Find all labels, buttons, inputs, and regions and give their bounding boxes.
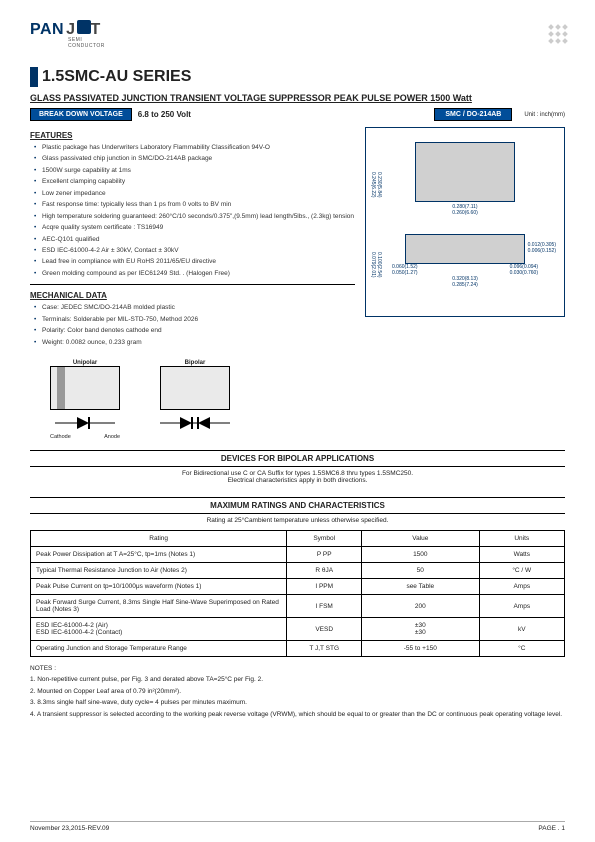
col-units: Units [479, 531, 564, 547]
logo-chip-icon [77, 20, 91, 34]
feature-item: Lead free in compliance with EU RoHS 201… [34, 258, 355, 266]
breakdown-voltage-label: BREAK DOWN VOLTAGE [30, 108, 132, 121]
feature-item: Low zener impedance [34, 190, 355, 198]
feature-item: Green molding compound as per IEC61249 S… [34, 270, 355, 278]
dim-label: 0.280(7.11)0.260(6.60) [372, 204, 558, 216]
features-list: Plastic package has Underwriters Laborat… [30, 144, 355, 278]
title-accent [30, 67, 38, 87]
col-symbol: Symbol [287, 531, 362, 547]
package-label: SMC / DO-214AB [434, 108, 512, 121]
mech-item: Polarity: Color band denotes cathode end [34, 327, 355, 335]
dim-label: 0.230(5.84)0.245(6.22) [370, 172, 382, 198]
ratings-table: Rating Symbol Value Units Peak Power Dis… [30, 530, 565, 657]
mech-item: Weight: 0.0082 ounce, 0.233 gram [34, 339, 355, 347]
table-row: Peak Forward Surge Current, 8.3ms Single… [31, 595, 565, 618]
feature-item: Glass passivated chip junction in SMC/DO… [34, 155, 355, 163]
footer-date: November 23,2015-REV.09 [30, 825, 109, 832]
notes-heading: NOTES : [30, 665, 565, 673]
col-rating: Rating [31, 531, 287, 547]
note-item: 2. Mounted on Copper Leaf area of 0.79 i… [30, 688, 565, 696]
package-top-view [415, 142, 515, 202]
feature-item: ESD IEC-61000-4-2 Air ± 30kV, Contact ± … [34, 247, 355, 255]
logo-subtitle: SEMI CONDUCTOR [68, 37, 565, 49]
unit-label: Unit : inch(mm) [524, 112, 565, 118]
ratings-heading: MAXIMUM RATINGS AND CHARACTERISTICS [30, 497, 565, 514]
bipolar-package-icon [160, 366, 230, 410]
dim-label: 0.012(0.305)0.006(0.152) [528, 242, 556, 254]
bipolar-section-heading: DEVICES FOR BIPOLAR APPLICATIONS [30, 450, 565, 467]
dim-label: 0.096(0.094)0.030(0.760) [510, 264, 538, 276]
bipolar-diagram: Bipolar [160, 360, 230, 434]
unipolar-diagram: Unipolar Cathode Anode [50, 360, 120, 440]
dim-label: 0.320(8.13)0.285(7.24) [372, 276, 558, 288]
table-row: Peak Pulse Current on tp=10/1000μs wavef… [31, 579, 565, 595]
anode-label: Anode [104, 434, 120, 440]
note-item: 3. 8.3ms single half sine-wave, duty cyc… [30, 699, 565, 707]
table-row: Peak Power Dissipation at T A=25°C, tp=1… [31, 547, 565, 563]
table-row: Operating Junction and Storage Temperatu… [31, 641, 565, 657]
footer-page: PAGE . 1 [538, 825, 565, 832]
package-drawing: 0.230(5.84)0.245(6.22) 0.280(7.11)0.260(… [365, 127, 565, 317]
feature-item: 1500W surge capability at 1ms [34, 167, 355, 175]
feature-item: Fast response time: typically less than … [34, 201, 355, 209]
feature-item: High temperature soldering guaranteed: 2… [34, 213, 355, 221]
polarity-diagrams: Unipolar Cathode Anode Bipolar [30, 360, 565, 440]
dim-label: 0.100(2.54)0.079(2.01) [370, 252, 382, 278]
voltage-row: BREAK DOWN VOLTAGE 6.8 to 250 Volt SMC /… [30, 108, 565, 121]
dim-label: 0.060(1.52)0.050(1.27) [392, 264, 418, 276]
table-row: ESD IEC-61000-4-2 (Air) ESD IEC-61000-4-… [31, 618, 565, 641]
bipolar-note: For Bidirectional use C or CA Suffix for… [30, 467, 565, 487]
note-item: 1. Non-repetitive current pulse, per Fig… [30, 676, 565, 684]
subtitle: GLASS PASSIVATED JUNCTION TRANSIENT VOLT… [30, 93, 565, 103]
note-item: 4. A transient suppressor is selected ac… [30, 711, 565, 719]
features-heading: FEATURES [30, 131, 355, 140]
page-title: 1.5SMC-AU SERIES [42, 68, 191, 86]
mechanical-list: Case: JEDEC SMC/DO-214AB molded plastic … [30, 304, 355, 347]
unipolar-symbol-icon [50, 414, 120, 434]
logo-pan: PAN [30, 21, 64, 39]
decorative-dots [549, 25, 567, 43]
cathode-label: Cathode [50, 434, 71, 440]
feature-item: Acqre quality system certificate : TS169… [34, 224, 355, 232]
feature-item: Plastic package has Underwriters Laborat… [34, 144, 355, 152]
ratings-note: Rating at 25°Cambient temperature unless… [30, 514, 565, 527]
feature-item: Excellent clamping capability [34, 178, 355, 186]
mech-item: Case: JEDEC SMC/DO-214AB molded plastic [34, 304, 355, 312]
title-bar: 1.5SMC-AU SERIES [30, 67, 565, 87]
footer: November 23,2015-REV.09 PAGE . 1 [30, 821, 565, 832]
col-value: Value [362, 531, 479, 547]
unipolar-package-icon [50, 366, 120, 410]
notes-section: NOTES : 1. Non-repetitive current pulse,… [30, 665, 565, 719]
package-side-view [405, 234, 525, 264]
feature-item: AEC-Q101 qualified [34, 236, 355, 244]
bipolar-symbol-icon [160, 414, 230, 434]
voltage-range: 6.8 to 250 Volt [138, 110, 191, 119]
table-row: Typical Thermal Resistance Junction to A… [31, 563, 565, 579]
mechanical-heading: MECHANICAL DATA [30, 291, 355, 300]
table-header-row: Rating Symbol Value Units [31, 531, 565, 547]
mech-item: Terminals: Solderable per MIL-STD-750, M… [34, 316, 355, 324]
